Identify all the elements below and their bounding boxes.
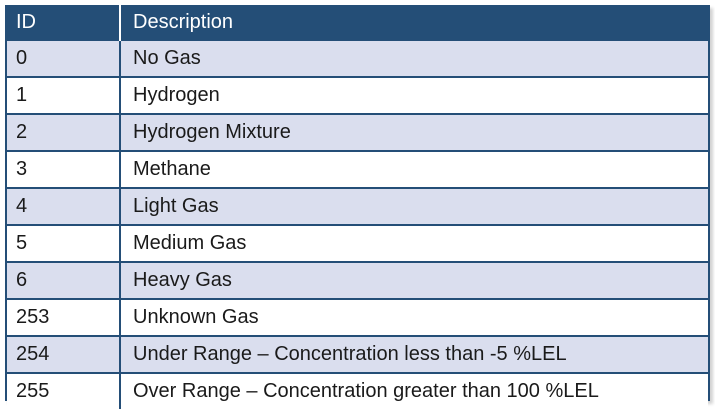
table-header: ID Description [7, 5, 708, 40]
table-row: 253 Unknown Gas [7, 298, 708, 336]
cell-description: Medium Gas [119, 224, 708, 262]
cell-id: 3 [7, 150, 120, 188]
table-row: 0 No Gas [7, 39, 708, 77]
header-id: ID [7, 5, 120, 40]
cell-description: Methane [119, 150, 708, 188]
cell-id: 1 [7, 76, 120, 114]
cell-id: 253 [7, 298, 120, 336]
table-row: 255 Over Range – Concentration greater t… [7, 372, 708, 409]
cell-id: 254 [7, 335, 120, 373]
cell-description: Unknown Gas [119, 298, 708, 336]
cell-id: 6 [7, 261, 120, 299]
table-row: 3 Methane [7, 150, 708, 188]
table-row: 5 Medium Gas [7, 224, 708, 262]
table-row: 1 Hydrogen [7, 76, 708, 114]
cell-description: Hydrogen [119, 76, 708, 114]
table-row: 6 Heavy Gas [7, 261, 708, 299]
cell-description: No Gas [119, 39, 708, 77]
cell-description: Light Gas [119, 187, 708, 225]
cell-description: Under Range – Concentration less than -5… [119, 335, 708, 373]
cell-id: 255 [7, 372, 120, 409]
cell-id: 2 [7, 113, 120, 151]
cell-description: Heavy Gas [119, 261, 708, 299]
cell-description: Over Range – Concentration greater than … [119, 372, 708, 409]
gas-id-table: ID Description 0 No Gas 1 Hydrogen 2 Hyd… [7, 5, 708, 409]
cell-id: 0 [7, 39, 120, 77]
table-row: 4 Light Gas [7, 187, 708, 225]
cell-description: Hydrogen Mixture [119, 113, 708, 151]
table-row: 254 Under Range – Concentration less tha… [7, 335, 708, 373]
table-body: 0 No Gas 1 Hydrogen 2 Hydrogen Mixture 3… [7, 39, 708, 409]
gas-id-table-container: ID Description 0 No Gas 1 Hydrogen 2 Hyd… [5, 5, 710, 409]
header-row: ID Description [7, 5, 708, 40]
cell-id: 4 [7, 187, 120, 225]
cell-id: 5 [7, 224, 120, 262]
table-row: 2 Hydrogen Mixture [7, 113, 708, 151]
header-description: Description [119, 5, 708, 40]
